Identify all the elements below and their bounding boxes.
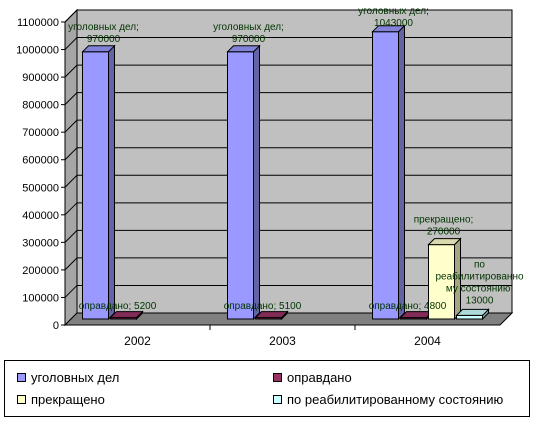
data-label-line: уголовных дел; xyxy=(213,22,284,33)
y-tick-label: 1100000 xyxy=(17,17,59,29)
bar-top-2003-1 xyxy=(254,311,289,319)
data-label-line: оправдано; 4800 xyxy=(369,301,447,312)
data-label: оправдано; 5100 xyxy=(224,301,302,312)
legend-label: прекращено xyxy=(31,392,105,407)
chart: 0 100000 200000 300000 400000 500000 600000 700… xyxy=(16,6,524,348)
gridline xyxy=(64,202,512,216)
legend-item: прекращено xyxy=(17,392,105,407)
data-label-line: 270000 xyxy=(427,227,461,238)
data-label: уголовных дел; 1043000 xyxy=(358,6,429,29)
y-tick-label: 500000 xyxy=(22,182,59,194)
y-tick-label: 800000 xyxy=(22,100,59,112)
y-tick-label: 400000 xyxy=(22,210,59,222)
data-label: уголовных дел; 970000 xyxy=(68,22,139,45)
bar-2002-0 xyxy=(82,51,109,320)
data-label-line: 13000 xyxy=(466,295,494,306)
legend-item: по реабилитированному состоянию xyxy=(273,392,503,407)
data-label: оправдано; 4800 xyxy=(369,301,447,312)
data-label-line: оправдано; 5200 xyxy=(79,301,157,312)
bar-side-2004-0 xyxy=(398,24,405,321)
gridline xyxy=(64,92,512,105)
data-label: по реабилитированно му состоянию; 13000 xyxy=(435,259,524,306)
bar-top-2002-1 xyxy=(109,311,144,319)
x-tick-label: 2002 xyxy=(124,334,151,348)
x-tick-label: 2004 xyxy=(414,334,441,348)
gridline xyxy=(64,174,512,188)
gridline xyxy=(64,37,512,50)
data-label-line: 970000 xyxy=(87,34,121,45)
data-label: оправдано; 5200 xyxy=(79,301,157,312)
legend-item: уголовных дел xyxy=(17,370,119,385)
bar-2003-0 xyxy=(227,51,254,320)
data-label-line: по xyxy=(474,259,485,270)
gridline xyxy=(64,257,512,271)
data-label-line: му состоянию; xyxy=(446,283,513,294)
data-label-line: прекращено; xyxy=(414,215,474,226)
legend-label: уголовных дел xyxy=(31,370,120,385)
y-tick-label: 900000 xyxy=(22,72,59,84)
legend-item: оправдано xyxy=(273,370,352,385)
bar-top-2004-2 xyxy=(427,238,462,246)
gridline xyxy=(64,147,512,161)
bar-side-2002-0 xyxy=(108,44,115,321)
bar-2004-0 xyxy=(372,31,399,320)
gridline xyxy=(64,9,512,23)
y-tick-label: 1000000 xyxy=(16,45,59,57)
bar-top-2002-0 xyxy=(81,45,116,53)
y-tick-label: 300000 xyxy=(22,237,59,249)
bar-top-2004-1 xyxy=(399,311,434,319)
legend-label: оправдано xyxy=(287,370,352,385)
gridline xyxy=(64,119,512,133)
bar-side-2003-0 xyxy=(253,44,260,321)
bar-2004-3 xyxy=(456,314,483,320)
gridline xyxy=(64,284,512,298)
data-label: прекращено; 270000 xyxy=(414,215,474,238)
data-label-line: 1043000 xyxy=(374,18,413,29)
data-label-line: 970000 xyxy=(232,34,266,45)
gridline xyxy=(64,229,512,243)
y-tick-label: 700000 xyxy=(22,127,59,139)
bar-top-2004-0 xyxy=(371,25,406,33)
legend-swatch xyxy=(273,373,282,382)
plot-side-wall xyxy=(64,8,78,327)
y-tick-label: 600000 xyxy=(22,155,59,167)
y-tick-label: 200000 xyxy=(22,265,59,277)
gridline xyxy=(64,64,512,78)
bar-top-2004-3 xyxy=(455,308,490,316)
data-label-line: уголовных дел; xyxy=(358,6,429,17)
x-tick-label: 2003 xyxy=(269,334,296,348)
data-label-line: реабилитированно xyxy=(435,270,524,282)
legend-swatch xyxy=(17,373,26,382)
y-tick-label: 100000 xyxy=(22,292,59,304)
bar-top-2003-0 xyxy=(226,45,261,53)
legend-swatch xyxy=(273,395,282,404)
data-label-line: уголовных дел; xyxy=(68,22,139,33)
legend-label: по реабилитированному состоянию xyxy=(287,392,504,407)
legend: уголовных дел оправдано прекращено по реаби… xyxy=(4,360,530,417)
data-label: уголовных дел; 970000 xyxy=(213,22,284,45)
legend-swatch xyxy=(17,395,26,404)
data-label-line: оправдано; 5100 xyxy=(224,301,302,312)
y-tick-label: 0 xyxy=(53,320,59,332)
